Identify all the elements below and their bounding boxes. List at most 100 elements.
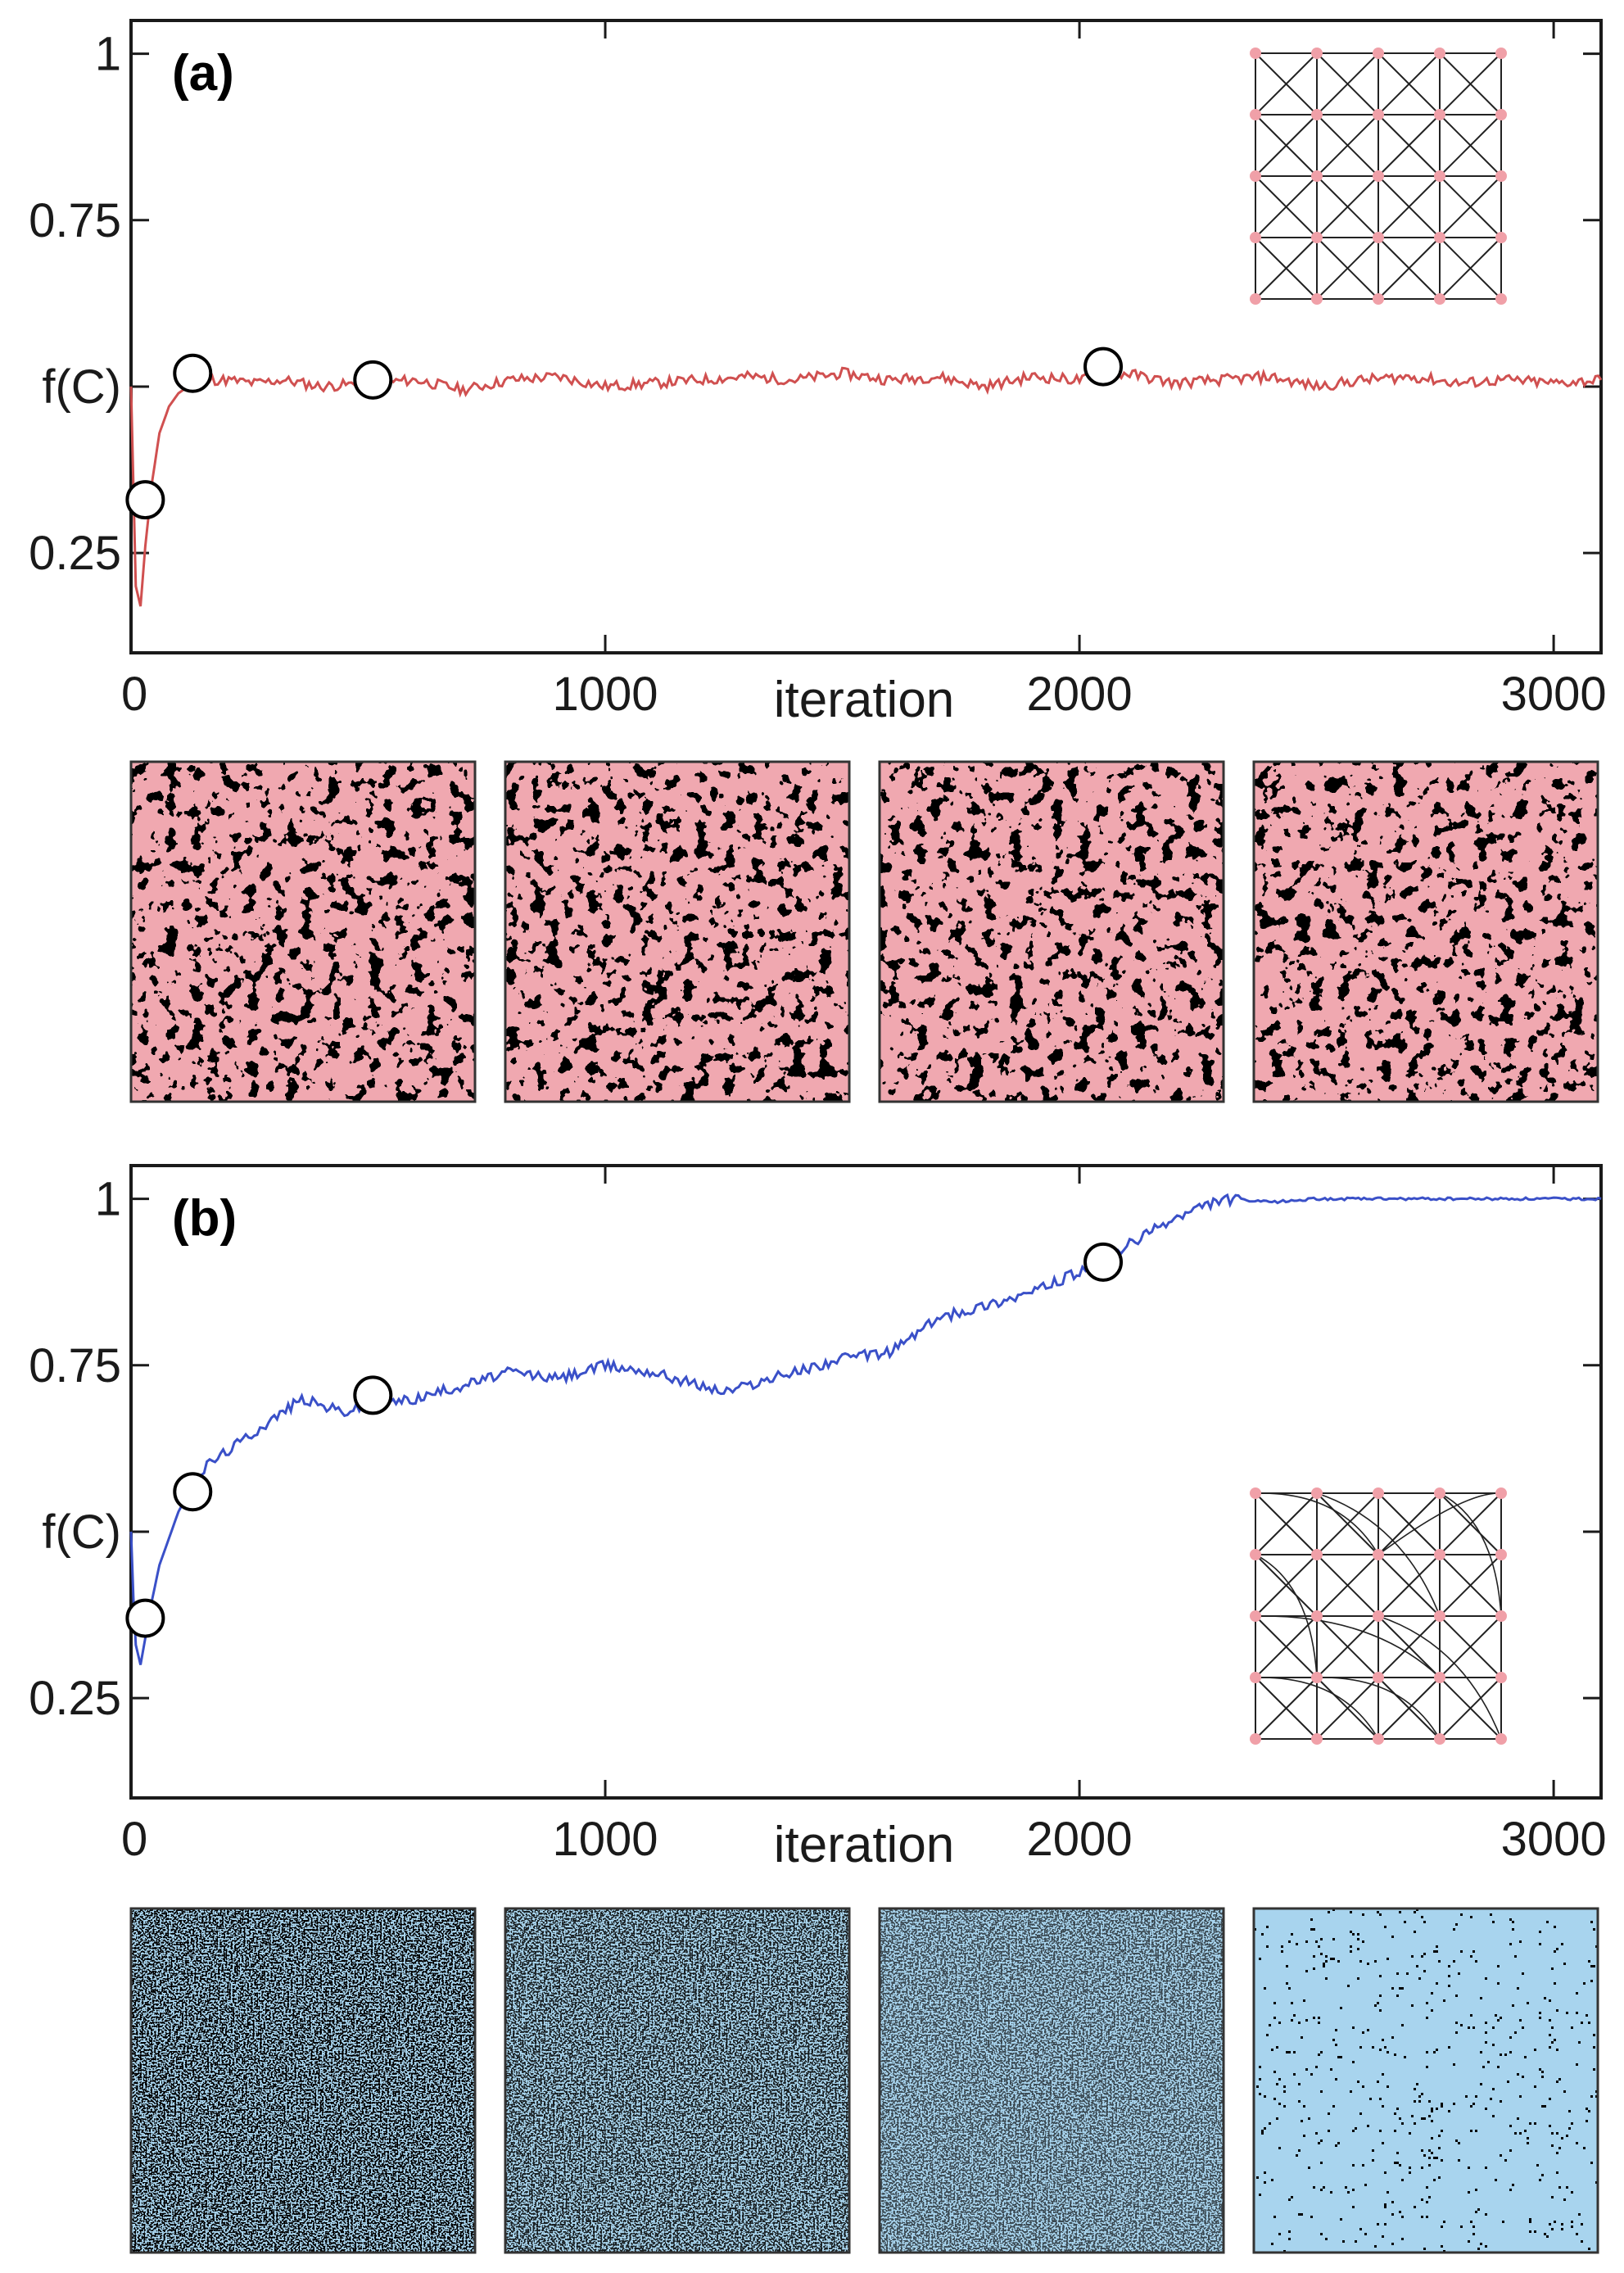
defect-cell [1379,1913,1382,1916]
defect-cell [1554,1950,1556,1953]
defect-cell [1441,2130,1443,2132]
lattice-node [1311,1549,1323,1560]
defect-cell [1492,1921,1495,1923]
defect-cell [1497,1965,1500,1967]
defect-cell [1298,2022,1301,2024]
defect-cell [1384,1926,1387,1928]
lattice-edge [1255,175,1318,238]
defect-cell [1391,1936,1394,1938]
defect-cell [1278,2103,1281,2105]
defect-cell [1283,2090,1286,2093]
defect-cell [1549,2223,1551,2225]
defect-cell [1269,2122,1271,2125]
lattice-edge [1439,1554,1502,1617]
defect-cell [1561,1943,1563,1945]
defect-cell [1414,2088,1416,2090]
defect-cell [1259,2078,1261,2081]
lattice-node [1495,109,1507,120]
defect-cell [1273,2017,1276,2019]
defect-cell [1583,1982,1586,1985]
defect-cell [1421,2149,1423,2152]
defect-cell [1352,2130,1355,2132]
defect-cell [1305,1970,1308,1972]
defect-cell [1468,2026,1470,2029]
defect-cell [1310,1928,1313,1931]
defect-cell [1264,2181,1266,2184]
defect-cell [1421,2117,1423,2120]
defect-cell [1264,2127,1266,2130]
defect-cell [1470,2130,1472,2132]
y-tick-label: 0.25 [29,1672,121,1725]
defect-cell [1568,2127,1571,2130]
defect-cell [1590,1980,1593,1982]
defect-cell [1436,2049,1438,2051]
defect-cell [1549,2125,1551,2127]
axis-ticks-b [129,1166,1601,1798]
defect-cell [1352,2189,1355,2191]
defect-cell [1497,1982,1500,1985]
panel-a: 0 1000 2000 3000 0.25 f(C) 0.75 1 (a) iteration [29,19,1607,728]
panel-label-b: (b) [172,1190,237,1247]
defect-cell [1355,2127,1357,2130]
defect-cell [1391,1987,1394,1990]
lattice-node [1495,48,1507,59]
lattice-node [1495,170,1507,182]
defect-cell [1563,2090,1566,2093]
defect-cell [1576,2012,1578,2014]
defect-cell [1566,2186,1568,2189]
defect-cell [1487,2061,1490,2063]
defect-cell [1428,2157,1431,2159]
defect-cell [1534,2049,1536,2051]
defect-cell [1571,2225,1573,2228]
lattice-node [1373,1549,1384,1560]
defect-cell [1332,1958,1335,1960]
snapshot-b-4 [1252,1907,1599,2254]
defect-cell [1335,2078,1337,2081]
defect-cell [1340,2007,1342,2009]
defect-cell [1362,2085,1364,2088]
defect-cell [1492,2026,1495,2029]
defect-cell [1357,1977,1359,1980]
x-tick-label: 1000 [553,1813,658,1866]
defect-cell [1475,2189,1477,2191]
defect-cell [1431,2108,1433,2110]
defect-cell [1377,2002,1379,2004]
defect-cell [1301,2213,1303,2216]
defect-cell [1551,2144,1554,2147]
defect-cell [1544,2233,1546,2235]
defect-cell [1551,2026,1554,2029]
defect-cell [1399,2117,1401,2120]
defect-cell [1566,2012,1568,2014]
defect-cell [1359,2112,1362,2115]
defect-cell [1320,2051,1323,2053]
defect-cell [1320,1938,1323,1940]
defect-cell [1394,2162,1396,2164]
defect-cell [1301,2120,1303,2122]
defect-cell [1404,1921,1406,1923]
defect-cell [1396,2152,1399,2154]
defect-cell [1391,2036,1394,2039]
defect-cell [1315,2066,1318,2068]
defect-cell [1470,2105,1472,2108]
defect-cell [1470,2221,1472,2223]
defect-cell [1453,2063,1455,2066]
defect-cell [1374,1960,1377,1963]
defect-cell [1551,2196,1554,2198]
defect-cell [1504,2053,1507,2056]
defect-cell [1458,2159,1460,2162]
lattice-inset-b [1250,1487,1507,1745]
snapshot-marker [125,480,165,520]
defect-cell [1421,1916,1423,1918]
defect-cell [1288,1987,1291,1990]
lattice-node [1311,232,1323,243]
defect-cell [1359,1960,1362,1963]
y-tick-label: 0.25 [29,527,121,580]
defect-cell [1320,2233,1323,2235]
data-line-a [129,366,1603,607]
defect-cell [1286,1965,1288,1967]
lattice-node [1434,109,1445,120]
defect-cell [1436,2157,1438,2159]
defect-cell [1576,2063,1578,2066]
defect-cell [1509,2051,1512,2053]
lattice-inset-a [1250,48,1507,305]
